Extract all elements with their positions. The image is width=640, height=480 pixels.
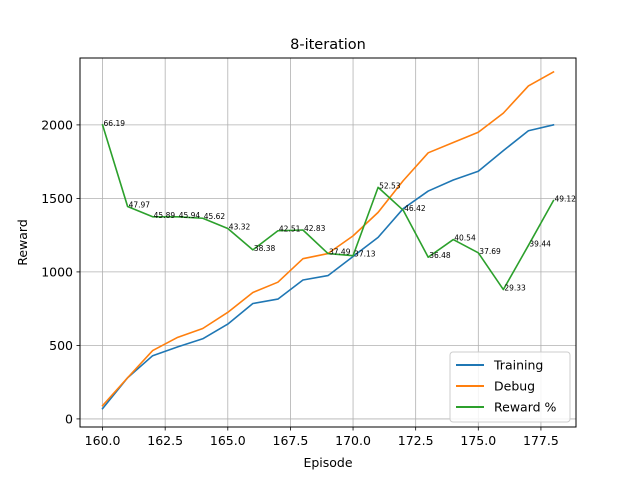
data-point-label: 66.19 [104, 119, 126, 128]
data-point-label: 52.53 [379, 181, 401, 190]
x-tick-label: 177.5 [523, 433, 559, 448]
legend-box [449, 351, 571, 423]
data-point-label: 37.69 [479, 247, 501, 256]
legend-label-debug: Debug [494, 379, 535, 394]
data-point-label: 40.54 [454, 234, 476, 243]
data-point-label: 43.32 [229, 223, 251, 232]
grid [80, 58, 576, 427]
x-tick-label: 165.0 [210, 433, 246, 448]
x-axis-ticks: 160.0 162.5 165.0 167.5 170.0 172.5 175.0 177.5 [85, 427, 559, 448]
legend: Training Debug Reward % [449, 351, 571, 423]
x-tick-label: 167.5 [273, 433, 309, 448]
y-tick-label: 2000 [41, 117, 73, 132]
x-tick-label: 172.5 [398, 433, 434, 448]
y-axis-ticks: 0 500 1000 1500 2000 [41, 117, 80, 426]
series-lines [101, 70, 555, 410]
plot-area-frame [79, 57, 577, 428]
data-point-label: 39.44 [529, 239, 551, 248]
x-tick-label: 162.5 [147, 433, 183, 448]
legend-label-training: Training [493, 358, 543, 373]
chart-title: 8-iteration [290, 37, 366, 53]
x-tick-label: 170.0 [335, 433, 371, 448]
data-point-label: 45.89 [154, 211, 176, 220]
legend-label-reward-pct: Reward % [494, 400, 557, 415]
data-point-label: 45.94 [179, 211, 201, 220]
x-tick-label: 175.0 [460, 433, 496, 448]
x-axis-label: Episode [303, 455, 352, 470]
data-point-label: 38.38 [254, 244, 276, 253]
y-tick-label: 0 [65, 411, 73, 426]
data-point-label: 37.13 [354, 250, 376, 259]
data-point-label: 36.48 [429, 251, 451, 260]
data-point-label: 46.42 [404, 204, 426, 213]
y-tick-label: 1500 [41, 191, 73, 206]
data-point-label: 42.51 [279, 225, 301, 234]
data-point-label: 45.62 [204, 212, 226, 221]
data-point-label: 29.33 [504, 284, 526, 293]
x-tick-label: 160.0 [85, 433, 121, 448]
data-point-label: 47.97 [129, 200, 151, 209]
data-point-label: 37.49 [329, 248, 351, 257]
data-point-label: 42.83 [304, 224, 326, 233]
data-point-label: 49.12 [554, 195, 576, 204]
y-tick-label: 500 [49, 338, 73, 353]
y-axis-label: Reward [15, 219, 30, 266]
y-tick-label: 1000 [41, 264, 73, 279]
series-line-training [101, 123, 555, 410]
series-line-reward [101, 123, 555, 291]
